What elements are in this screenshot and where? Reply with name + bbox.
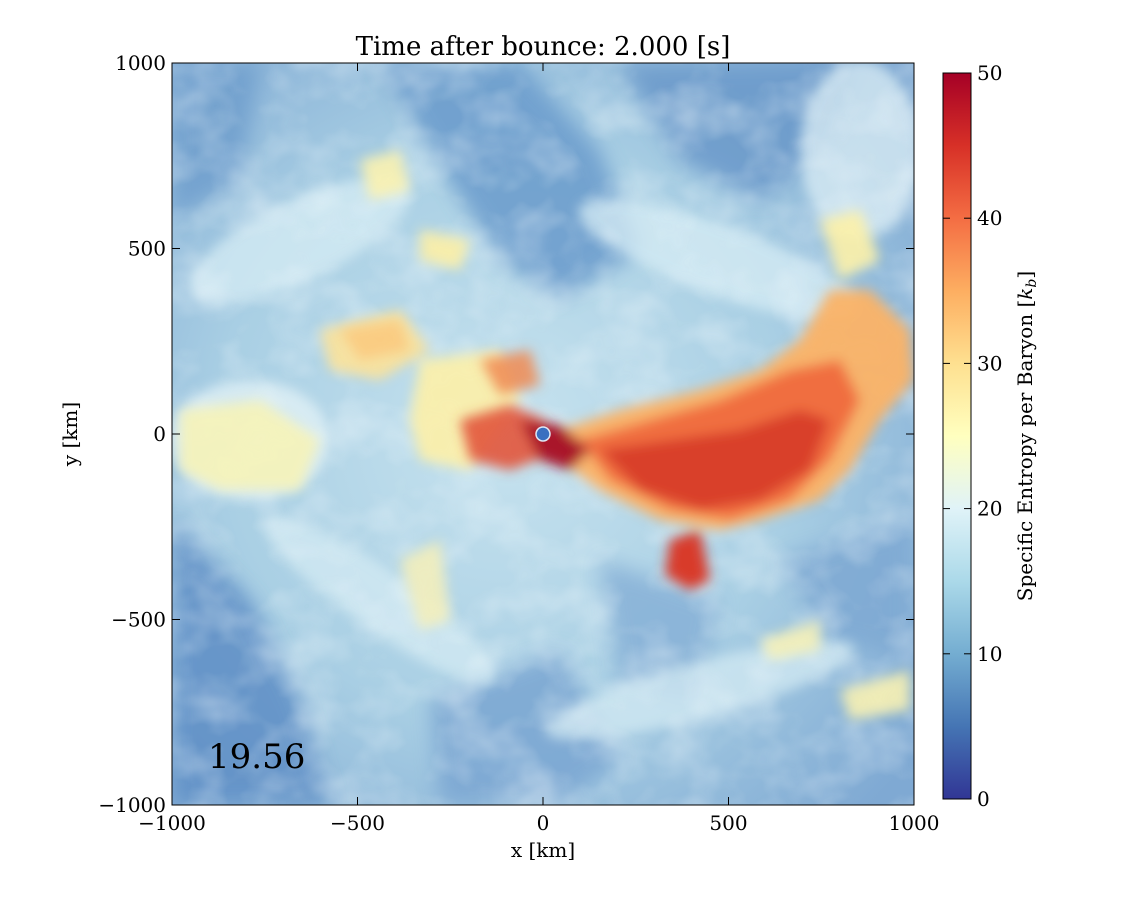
y-tick-label: 1000 [115, 51, 166, 75]
colorbar-label: Specific Entropy per Baryon [kb] [1013, 271, 1040, 601]
y-tick-label: 500 [128, 237, 166, 261]
y-axis: −1000 −500 0 500 1000 [98, 51, 914, 817]
colorbar-tick-label: 10 [977, 642, 1002, 666]
colorbar-ticks: 0 10 20 30 40 50 [943, 61, 1002, 811]
colorbar [942, 72, 972, 800]
colorbar-tick-label: 50 [977, 61, 1002, 85]
colorbar-tick-label: 40 [977, 206, 1002, 230]
colorbar-tick-label: 30 [977, 351, 1002, 375]
entropy-field: 19.56 [172, 63, 914, 805]
x-tick-label: −1000 [138, 811, 206, 835]
y-tick-label: 0 [153, 422, 166, 446]
x-tick-label: −500 [330, 811, 385, 835]
x-axis-label: x [km] [511, 838, 575, 862]
y-tick-label: −1000 [98, 793, 166, 817]
chart-title: Time after bounce: 2.000 [s] [356, 32, 731, 62]
x-tick-label: 500 [709, 811, 747, 835]
colorbar-tick-label: 0 [977, 787, 990, 811]
x-tick-label: 0 [537, 811, 550, 835]
y-tick-label: −500 [111, 608, 166, 632]
x-axis: −1000 −500 0 500 1000 [138, 63, 939, 835]
x-tick-label: 1000 [889, 811, 940, 835]
colorbar-tick-label: 20 [977, 497, 1002, 521]
center-marker [535, 426, 551, 442]
frame-annotation: 19.56 [208, 737, 305, 777]
y-axis-label: y [km] [58, 402, 82, 467]
